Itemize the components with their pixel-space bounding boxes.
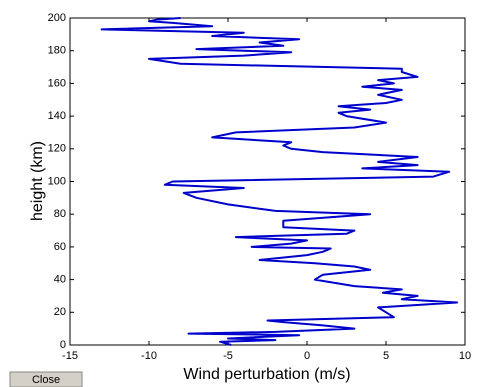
x-tick-label: 10	[459, 350, 471, 362]
button-face[interactable]	[9, 371, 83, 387]
y-tick-label: 120	[48, 143, 66, 155]
y-axis-label: height (km)	[29, 141, 46, 221]
close-button[interactable]: Close	[9, 371, 83, 387]
x-tick-label: 5	[383, 350, 389, 362]
y-tick-label: 200	[48, 12, 66, 24]
y-tick-label: 80	[54, 208, 66, 220]
button-label[interactable]: Close	[32, 374, 60, 386]
x-tick-label: -15	[62, 350, 78, 362]
y-tick-label: 40	[54, 274, 66, 286]
y-tick-label: 60	[54, 241, 66, 253]
plot-area	[69, 17, 466, 346]
y-tick-label: 20	[54, 306, 66, 318]
y-tick-label: 180	[48, 45, 66, 57]
y-tick-label: 140	[48, 110, 66, 122]
y-tick-label: 0	[60, 339, 66, 351]
x-tick-label: -10	[141, 350, 157, 362]
x-tick-label: -5	[223, 350, 233, 362]
wind-profile	[100, 17, 459, 346]
y-tick-label: 160	[48, 77, 66, 89]
y-tick-label: 100	[48, 175, 66, 187]
x-axis-label: Wind perturbation (m/s)	[183, 366, 350, 383]
x-tick-label: 0	[304, 350, 310, 362]
